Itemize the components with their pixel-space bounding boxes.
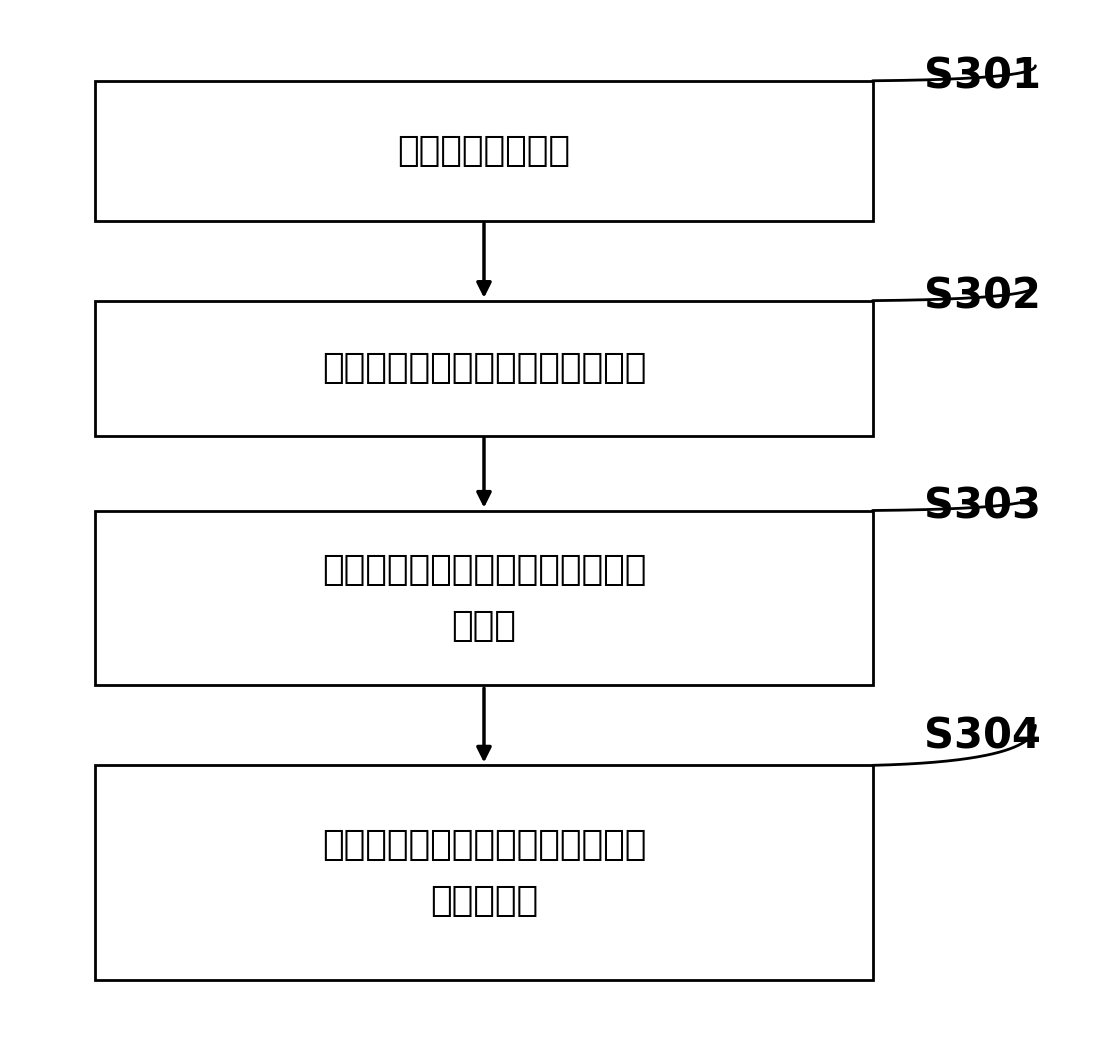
Bar xyxy=(95,301,873,435)
Text: S301: S301 xyxy=(923,56,1040,98)
Text: 根据系统属性值加载相应的芯片驱
动程序: 根据系统属性值加载相应的芯片驱 动程序 xyxy=(322,553,647,642)
Text: S303: S303 xyxy=(923,485,1040,528)
Text: 加载成功后，更新切换后定位芯片
的状态信息: 加载成功后，更新切换后定位芯片 的状态信息 xyxy=(322,828,647,917)
Text: 根据预设字段的值设置系统属性值: 根据预设字段的值设置系统属性值 xyxy=(322,351,647,385)
Text: 关闭当前定位芯片: 关闭当前定位芯片 xyxy=(397,133,570,168)
Text: S302: S302 xyxy=(923,276,1040,318)
Text: S304: S304 xyxy=(923,715,1040,758)
Bar xyxy=(95,510,873,685)
Bar xyxy=(95,81,873,221)
Bar xyxy=(95,765,873,981)
